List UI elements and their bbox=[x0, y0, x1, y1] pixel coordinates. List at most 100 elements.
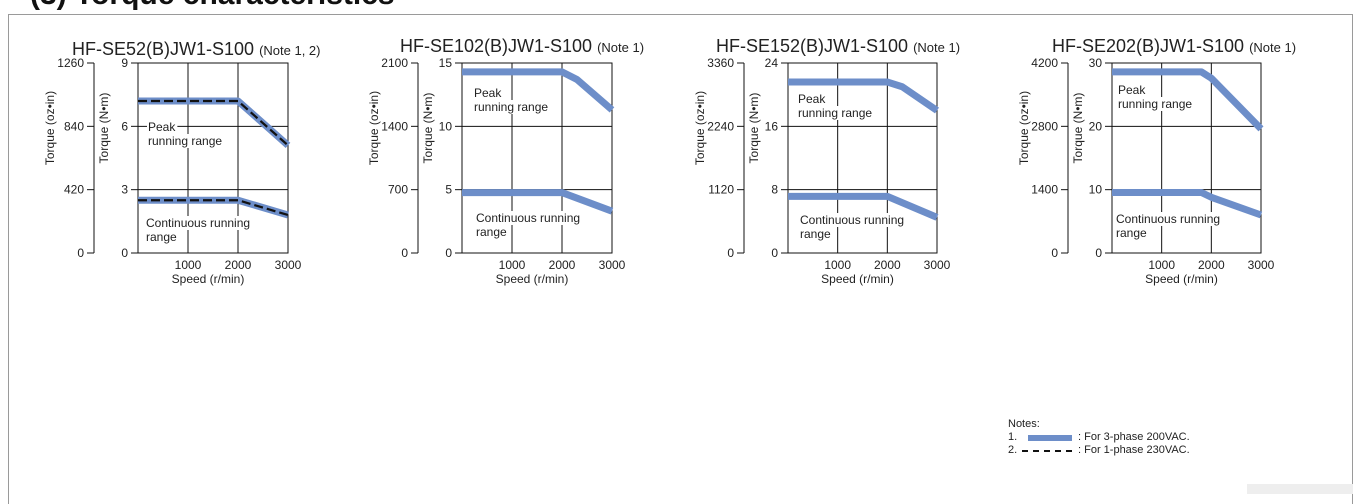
series-line-3phase bbox=[1112, 68, 1264, 132]
primary-tick-label: 10 bbox=[1089, 183, 1103, 197]
chart-note: (Note 1) bbox=[1249, 40, 1296, 55]
series-line-3phase bbox=[462, 189, 614, 215]
region-label-backing bbox=[1117, 97, 1194, 111]
chart-title: HF-SE52(B)JW1-S100 bbox=[72, 39, 254, 59]
y2-axis-label: Torque (oz•in) bbox=[693, 91, 707, 165]
plot-frame bbox=[1111, 62, 1262, 254]
secondary-tick-label: 2100 bbox=[381, 56, 408, 70]
x-tick-label: 2000 bbox=[225, 258, 252, 272]
x-axis-label: Speed (r/min) bbox=[172, 272, 245, 286]
primary-tick-label: 0 bbox=[445, 246, 452, 260]
peak-region-label: running range bbox=[798, 106, 872, 120]
series-line-1phase bbox=[138, 99, 289, 147]
peak-region-label: running range bbox=[1118, 97, 1192, 111]
primary-tick-label: 16 bbox=[765, 119, 779, 133]
page-header-strip: (3) Torque characteristics bbox=[0, 0, 1357, 14]
region-label-backing bbox=[1115, 212, 1222, 226]
region-label-backing bbox=[145, 216, 252, 230]
continuous-region-label: Continuous running bbox=[1116, 212, 1220, 226]
region-label-backing bbox=[799, 213, 906, 227]
y-axis-label: Torque (N•m) bbox=[97, 93, 111, 164]
x-axis-label: Speed (r/min) bbox=[496, 272, 569, 286]
page-header-text: (3) Torque characteristics bbox=[30, 0, 395, 12]
series-line-1phase bbox=[138, 199, 289, 217]
page-corner-box bbox=[1247, 484, 1353, 494]
note-number: 2. bbox=[1008, 444, 1018, 456]
series-line-3phase bbox=[462, 68, 615, 113]
x-axis-label: Speed (r/min) bbox=[821, 272, 894, 286]
secondary-tick-label: 0 bbox=[77, 246, 84, 260]
region-label-backing bbox=[475, 211, 582, 225]
region-label-backing bbox=[797, 92, 828, 106]
region-label-backing bbox=[1115, 226, 1149, 240]
note-text: : For 1-phase 230VAC. bbox=[1078, 444, 1190, 456]
plot-frame bbox=[787, 62, 938, 254]
x-tick-label: 2000 bbox=[1198, 258, 1225, 272]
region-label-backing bbox=[145, 230, 179, 244]
continuous-region-label: range bbox=[800, 227, 831, 241]
primary-tick-label: 0 bbox=[121, 246, 128, 260]
series-line-3phase bbox=[138, 196, 289, 219]
x-axis-label: Speed (r/min) bbox=[1145, 272, 1218, 286]
x-tick-label: 1000 bbox=[1148, 258, 1175, 272]
chart-title: HF-SE152(B)JW1-S100 bbox=[716, 36, 908, 56]
chart-note: (Note 1) bbox=[913, 40, 960, 55]
primary-tick-label: 5 bbox=[445, 183, 452, 197]
secondary-tick-label: 1400 bbox=[1031, 183, 1058, 197]
note-text: : For 3-phase 200VAC. bbox=[1078, 431, 1190, 443]
chart-title: HF-SE202(B)JW1-S100 bbox=[1052, 36, 1244, 56]
secondary-tick-label: 1260 bbox=[57, 56, 84, 70]
secondary-tick-label: 1120 bbox=[708, 183, 734, 197]
y-axis-label: Torque (N•m) bbox=[747, 93, 761, 164]
x-tick-label: 2000 bbox=[874, 258, 901, 272]
continuous-region-label: range bbox=[146, 230, 177, 244]
y-axis-label: Torque (N•m) bbox=[1071, 93, 1085, 164]
region-label-backing bbox=[1117, 83, 1148, 97]
primary-tick-label: 15 bbox=[439, 56, 453, 70]
series-line-3phase bbox=[788, 192, 939, 221]
x-tick-label: 1000 bbox=[824, 258, 851, 272]
plot-frame bbox=[461, 62, 613, 254]
secondary-tick-label: 2240 bbox=[707, 119, 734, 133]
peak-region-label: running range bbox=[474, 100, 548, 114]
x-tick-label: 3000 bbox=[1248, 258, 1275, 272]
chart-note: (Note 1) bbox=[597, 40, 644, 55]
series-line-3phase bbox=[788, 78, 939, 114]
primary-tick-label: 24 bbox=[765, 56, 779, 70]
peak-region-label: Peak bbox=[798, 92, 826, 106]
x-tick-label: 3000 bbox=[275, 258, 302, 272]
note-number: 1. bbox=[1008, 431, 1018, 443]
continuous-region-label: range bbox=[1116, 226, 1147, 240]
peak-region-label: running range bbox=[148, 134, 222, 148]
x-tick-label: 3000 bbox=[599, 258, 626, 272]
x-tick-label: 3000 bbox=[924, 258, 951, 272]
primary-tick-label: 3 bbox=[121, 183, 128, 197]
plot-frame bbox=[137, 62, 289, 254]
note-item-2: 2. : For 1-phase 230VAC. bbox=[1008, 444, 1308, 457]
secondary-tick-label: 1400 bbox=[381, 119, 408, 133]
series-line-3phase bbox=[1112, 189, 1263, 219]
notes-heading: Notes: bbox=[1008, 418, 1040, 430]
x-tick-label: 2000 bbox=[549, 258, 576, 272]
content-frame bbox=[8, 14, 1353, 504]
peak-region-label: Peak bbox=[474, 86, 502, 100]
primary-tick-label: 10 bbox=[439, 119, 453, 133]
region-label-backing bbox=[799, 227, 833, 241]
primary-tick-label: 8 bbox=[771, 183, 778, 197]
primary-tick-label: 0 bbox=[771, 246, 778, 260]
dashed-line-swatch bbox=[1022, 446, 1078, 456]
peak-region-label: Peak bbox=[1118, 83, 1146, 97]
continuous-region-label: Continuous running bbox=[800, 213, 904, 227]
region-label-backing bbox=[473, 100, 550, 114]
region-label-backing bbox=[147, 134, 224, 148]
secondary-tick-label: 4200 bbox=[1031, 56, 1058, 70]
chart-note: (Note 1, 2) bbox=[259, 43, 320, 58]
primary-tick-label: 30 bbox=[1089, 56, 1103, 70]
solid-line-swatch bbox=[1022, 433, 1078, 443]
secondary-tick-label: 2800 bbox=[1031, 119, 1058, 133]
y2-axis-label: Torque (oz•in) bbox=[43, 91, 57, 165]
continuous-region-label: Continuous running bbox=[146, 216, 250, 230]
note-item-1: 1. : For 3-phase 200VAC. bbox=[1008, 431, 1308, 444]
y2-axis-label: Torque (oz•in) bbox=[367, 91, 381, 165]
